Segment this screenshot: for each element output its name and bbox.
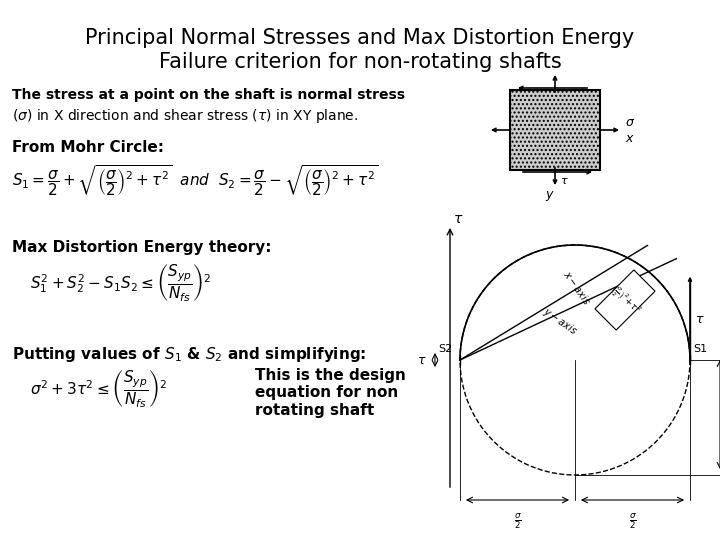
Text: $\sigma$: $\sigma$ <box>625 116 635 129</box>
Text: $y-axis$: $y-axis$ <box>540 305 580 339</box>
Text: Failure criterion for non-rotating shafts: Failure criterion for non-rotating shaft… <box>158 52 562 72</box>
Text: S1: S1 <box>693 344 707 354</box>
Text: $y$: $y$ <box>545 189 555 203</box>
Text: This is the design
equation for non
rotating shaft: This is the design equation for non rota… <box>255 368 406 418</box>
Text: $\sigma^2 + 3\tau^2 \leq \left(\dfrac{S_{yp}}{N_{fs}}\right)^2$: $\sigma^2 + 3\tau^2 \leq \left(\dfrac{S_… <box>30 368 168 409</box>
Text: $\left(\frac{\sigma}{2}\right)^2\!+\!\tau^2$: $\left(\frac{\sigma}{2}\right)^2\!+\!\ta… <box>606 281 644 319</box>
Text: $S_1 = \dfrac{\sigma}{2} + \sqrt{\left(\dfrac{\sigma}{2}\right)^2 + \tau^2}$  $\: $S_1 = \dfrac{\sigma}{2} + \sqrt{\left(\… <box>12 163 379 198</box>
Text: S2: S2 <box>438 344 452 354</box>
Text: From Mohr Circle:: From Mohr Circle: <box>12 140 164 155</box>
Text: $\frac{\sigma}{2}$: $\frac{\sigma}{2}$ <box>513 512 521 531</box>
Text: $\tau$: $\tau$ <box>560 176 569 186</box>
Bar <box>510 90 600 170</box>
Text: $\tau$: $\tau$ <box>453 212 464 226</box>
Text: $x$: $x$ <box>625 132 635 145</box>
Text: $\tau$: $\tau$ <box>417 354 427 367</box>
Text: Max Distortion Energy theory:: Max Distortion Energy theory: <box>12 240 271 255</box>
Text: $x-axis$: $x-axis$ <box>562 268 593 307</box>
Polygon shape <box>595 270 655 330</box>
Text: Principal Normal Stresses and Max Distortion Energy: Principal Normal Stresses and Max Distor… <box>86 28 634 48</box>
Text: The stress at a point on the shaft is normal stress: The stress at a point on the shaft is no… <box>12 88 405 102</box>
Text: ($\sigma$) in X direction and shear stress ($\tau$) in XY plane.: ($\sigma$) in X direction and shear stre… <box>12 107 359 125</box>
Text: $S_1^2 + S_2^2 - S_1 S_2 \leq \left(\dfrac{S_{yp}}{N_{fs}}\right)^2$: $S_1^2 + S_2^2 - S_1 S_2 \leq \left(\dfr… <box>30 262 212 303</box>
Text: Putting values of $S_1$ & $S_2$ and simplifying:: Putting values of $S_1$ & $S_2$ and simp… <box>12 345 366 364</box>
Text: $\frac{\sigma}{2}$: $\frac{\sigma}{2}$ <box>629 512 636 531</box>
Text: $\tau$: $\tau$ <box>695 313 705 326</box>
